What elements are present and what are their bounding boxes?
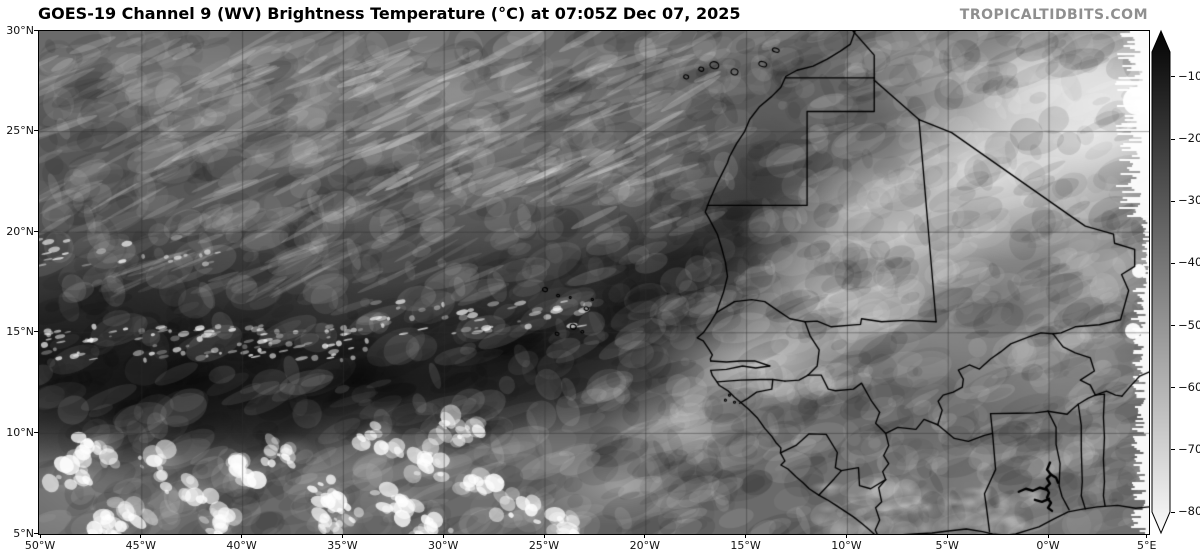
colorbar-tick-mark: [1171, 200, 1175, 202]
colorbar-tick-mark: [1171, 262, 1175, 264]
colorbar-tick-mark: [1171, 76, 1175, 78]
y-tick-label: 5°N: [13, 526, 34, 540]
x-tick-mark: [39, 534, 41, 538]
x-tick-label: 35°W: [327, 539, 358, 552]
x-tick-label: 10°W: [831, 539, 862, 552]
y-tick-mark: [34, 431, 38, 433]
map-area: [38, 30, 1150, 535]
y-tick-mark: [34, 130, 38, 132]
x-tick-mark: [745, 534, 747, 538]
x-tick-label: 5°E: [1137, 539, 1157, 552]
y-tick-mark: [34, 230, 38, 232]
colorbar-scale: [1151, 29, 1171, 535]
x-tick-label: 40°W: [226, 539, 257, 552]
figure-title: GOES-19 Channel 9 (WV) Brightness Temper…: [38, 4, 741, 23]
y-tick-label: 15°N: [6, 325, 34, 339]
x-tick-label: 50°W: [24, 539, 56, 552]
y-tick-mark: [34, 29, 38, 31]
colorbar-tick-mark: [1171, 325, 1175, 326]
x-tick-mark: [442, 534, 444, 538]
colorbar-tick-label: −10: [1178, 68, 1200, 83]
x-tick-mark: [946, 534, 948, 538]
x-tick-label: 0°W: [1036, 539, 1060, 552]
x-tick-label: 30°W: [428, 539, 459, 552]
y-tick-label: 10°N: [6, 425, 34, 439]
x-tick-label: 25°W: [528, 539, 560, 552]
colorbar-tick-label: −40: [1178, 255, 1200, 270]
colorbar-tick-mark: [1171, 511, 1175, 513]
colorbar-tick-mark: [1171, 387, 1175, 389]
x-tick-mark: [140, 534, 142, 538]
colorbar-gradient: [1151, 29, 1171, 535]
x-tick-label: 5°W: [935, 539, 959, 552]
y-tick-mark: [34, 532, 38, 534]
colorbar-tick-label: −30: [1178, 193, 1200, 208]
colorbar-tick-label: −50: [1178, 317, 1200, 332]
satellite-imagery-canvas: [39, 31, 1149, 534]
colorbar-tick-mark: [1171, 138, 1175, 140]
x-tick-mark: [543, 534, 545, 538]
colorbar-tick-mark: [1171, 449, 1175, 451]
y-tick-label: 30°N: [6, 23, 34, 37]
x-tick-mark: [644, 534, 646, 538]
x-tick-mark: [1047, 534, 1049, 538]
y-tick-label: 20°N: [6, 224, 34, 238]
x-tick-mark: [1146, 534, 1148, 538]
x-tick-label: 45°W: [125, 539, 156, 552]
x-tick-mark: [341, 534, 343, 538]
watermark-text: TROPICALTIDBITS.COM: [959, 7, 1148, 23]
x-tick-mark: [845, 534, 847, 538]
colorbar-tick-label: −80: [1178, 504, 1200, 518]
colorbar-tick-label: −60: [1178, 379, 1200, 394]
x-tick-label: 15°W: [730, 539, 761, 552]
colorbar-tick-label: −20: [1178, 131, 1200, 146]
x-tick-mark: [241, 534, 243, 538]
x-tick-label: 20°W: [629, 539, 660, 552]
y-tick-label: 25°N: [6, 124, 34, 138]
y-tick-mark: [34, 331, 38, 333]
colorbar-tick-label: −70: [1178, 441, 1200, 456]
